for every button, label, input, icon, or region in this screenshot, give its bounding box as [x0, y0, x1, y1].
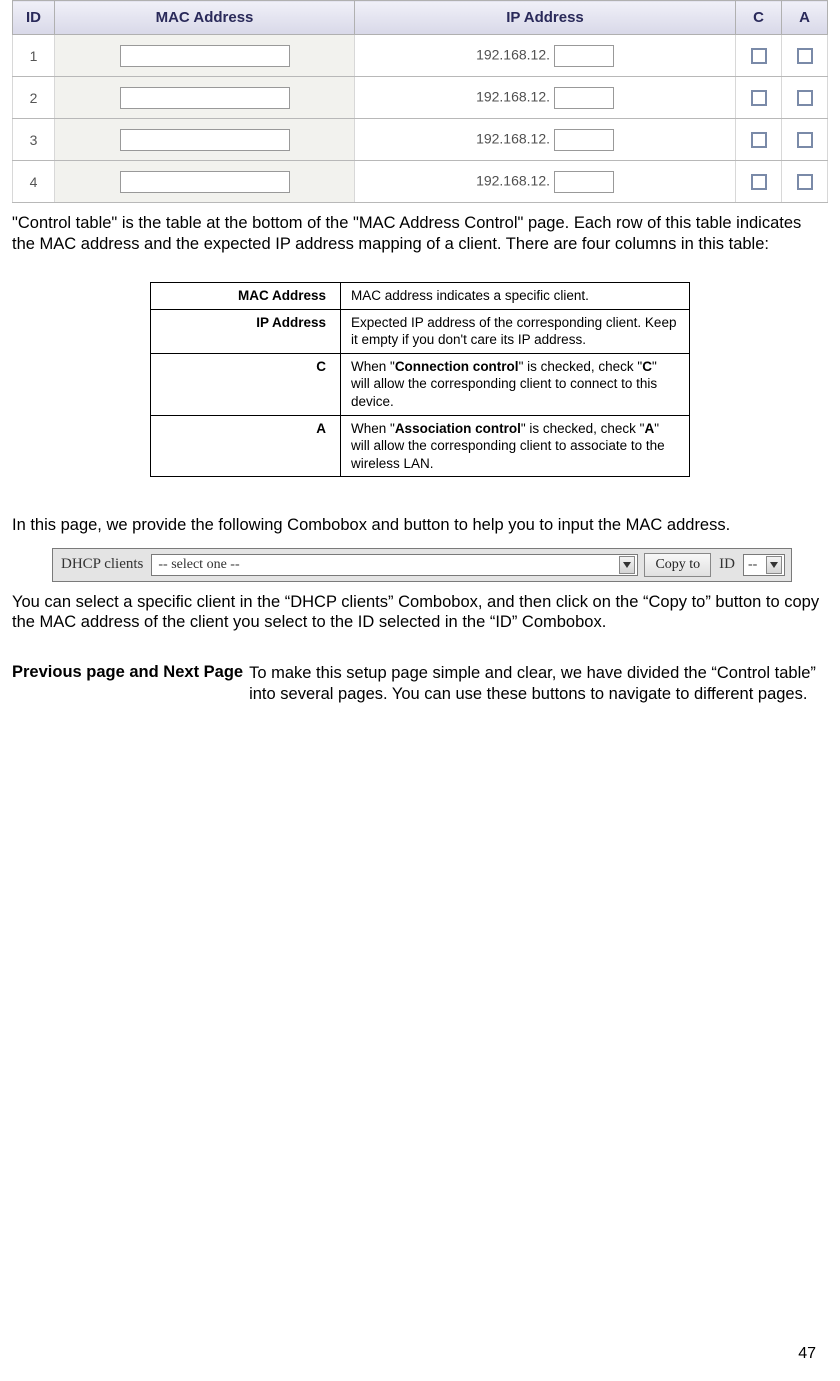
chevron-down-icon	[619, 556, 635, 574]
ip-prefix: 192.168.12.	[476, 172, 550, 188]
mac-cell	[55, 119, 355, 161]
col-header-a: A	[782, 1, 828, 35]
def-desc-mac: MAC address indicates a specific client.	[341, 283, 690, 310]
def-desc-ip: Expected IP address of the corresponding…	[341, 309, 690, 353]
table-row: 2 192.168.12.	[13, 77, 828, 119]
prev-next-section: Previous page and Next Page To make this…	[12, 663, 828, 704]
dhcp-combo-bar: DHCP clients -- select one -- Copy to ID…	[52, 548, 792, 582]
ip-cell: 192.168.12.	[355, 161, 736, 203]
mac-cell	[55, 77, 355, 119]
row-id: 3	[13, 119, 55, 161]
id-label: ID	[717, 556, 737, 573]
c-checkbox[interactable]	[751, 48, 767, 64]
ip-prefix: 192.168.12.	[476, 130, 550, 146]
def-desc-a: When "Association control" is checked, c…	[341, 415, 690, 477]
paragraph-intro: "Control table" is the table at the bott…	[12, 213, 828, 254]
table-row: 3 192.168.12.	[13, 119, 828, 161]
mac-input[interactable]	[120, 45, 290, 67]
dhcp-clients-label: DHCP clients	[59, 556, 145, 573]
ip-input[interactable]	[554, 171, 614, 193]
ip-input[interactable]	[554, 87, 614, 109]
control-table: ID MAC Address IP Address C A 1 192.168.…	[12, 0, 828, 203]
mac-input[interactable]	[120, 171, 290, 193]
def-term-mac: MAC Address	[151, 283, 341, 310]
row-id: 4	[13, 161, 55, 203]
ip-prefix: 192.168.12.	[476, 46, 550, 62]
mac-input[interactable]	[120, 129, 290, 151]
dhcp-clients-value: -- select one --	[158, 557, 239, 573]
col-header-id: ID	[13, 1, 55, 35]
col-header-c: C	[736, 1, 782, 35]
id-select[interactable]: --	[743, 554, 785, 576]
chevron-down-icon	[766, 556, 782, 574]
def-term-a: A	[151, 415, 341, 477]
table-row: 4 192.168.12.	[13, 161, 828, 203]
dhcp-clients-select[interactable]: -- select one --	[151, 554, 638, 576]
c-checkbox[interactable]	[751, 132, 767, 148]
c-checkbox[interactable]	[751, 174, 767, 190]
col-header-ip: IP Address	[355, 1, 736, 35]
ip-prefix: 192.168.12.	[476, 88, 550, 104]
mac-cell	[55, 35, 355, 77]
prev-next-label: Previous page and Next Page	[12, 663, 243, 704]
id-select-value: --	[748, 557, 757, 573]
c-checkbox[interactable]	[751, 90, 767, 106]
copy-to-button[interactable]: Copy to	[644, 553, 711, 577]
row-id: 1	[13, 35, 55, 77]
a-checkbox[interactable]	[797, 132, 813, 148]
mac-input[interactable]	[120, 87, 290, 109]
a-checkbox[interactable]	[797, 174, 813, 190]
def-desc-c: When "Connection control" is checked, ch…	[341, 353, 690, 415]
col-header-mac: MAC Address	[55, 1, 355, 35]
paragraph-combo-explain: You can select a specific client in the …	[12, 592, 828, 633]
ip-cell: 192.168.12.	[355, 119, 736, 161]
def-term-ip: IP Address	[151, 309, 341, 353]
mac-cell	[55, 161, 355, 203]
page-number: 47	[798, 1345, 816, 1363]
definitions-table: MAC Address MAC address indicates a spec…	[150, 282, 690, 477]
a-checkbox[interactable]	[797, 48, 813, 64]
paragraph-combo-intro: In this page, we provide the following C…	[12, 515, 828, 536]
table-row: 1 192.168.12.	[13, 35, 828, 77]
a-checkbox[interactable]	[797, 90, 813, 106]
ip-input[interactable]	[554, 129, 614, 151]
ip-input[interactable]	[554, 45, 614, 67]
def-term-c: C	[151, 353, 341, 415]
ip-cell: 192.168.12.	[355, 35, 736, 77]
prev-next-desc: To make this setup page simple and clear…	[249, 663, 828, 704]
ip-cell: 192.168.12.	[355, 77, 736, 119]
row-id: 2	[13, 77, 55, 119]
